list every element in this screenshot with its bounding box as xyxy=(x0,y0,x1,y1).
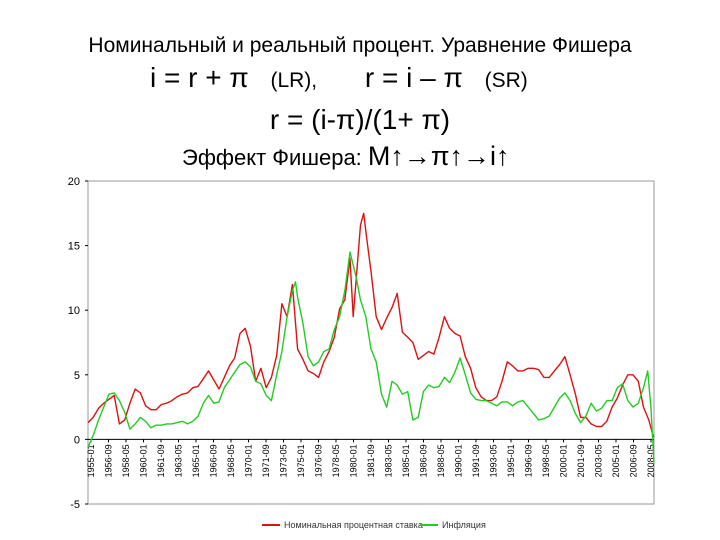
plot-area xyxy=(87,180,655,505)
series-line-inflation xyxy=(87,251,655,463)
formula-sr: r = i – π xyxy=(364,62,463,93)
x-tick-label: 1968-05 xyxy=(226,444,236,477)
formula-lr: i = r + π xyxy=(150,62,249,93)
x-tick-label: 2000-01 xyxy=(559,444,569,477)
x-tick-label: 1981-09 xyxy=(366,444,376,477)
x-tick-label: 1978-05 xyxy=(331,444,341,477)
x-tick-label: 1986-09 xyxy=(419,444,429,477)
x-tick-label: 2001-09 xyxy=(576,444,586,477)
x-tick-label: 1991-09 xyxy=(471,444,481,477)
x-tick-label: 2008-05 xyxy=(646,444,656,477)
x-tick-label: 1993-05 xyxy=(489,444,499,477)
y-tick-label: 20 xyxy=(68,176,80,188)
legend: Номинальная процентная ставка Инфляция xyxy=(262,520,486,530)
fisher-effect-chain: M↑→π↑→i↑ xyxy=(367,141,510,171)
x-tick-label: 1975-01 xyxy=(296,444,306,477)
x-tick-label: 1996-09 xyxy=(524,444,534,477)
series-line-nominal-rate xyxy=(87,212,655,438)
x-tick-label: 1958-05 xyxy=(121,444,131,477)
formula-row-1: i = r + π (LR), r = i – π (SR) xyxy=(150,60,528,99)
y-tick-label: -5 xyxy=(70,499,80,511)
x-tick-label: 1961-09 xyxy=(156,444,166,477)
x-tick-label: 1963-05 xyxy=(174,444,184,477)
sr-label: (SR) xyxy=(484,69,528,92)
x-tick-label: 1990-01 xyxy=(454,444,464,477)
x-tick-label: 1966-09 xyxy=(209,444,219,477)
y-tick-label: 5 xyxy=(74,370,80,382)
slide-title: Номинальный и реальный процент. Уравнени… xyxy=(88,34,632,57)
x-tick-label: 1998-05 xyxy=(541,444,551,477)
formula-real-rate: r = (i-π)/(1+ π) xyxy=(269,104,451,135)
lr-label: (LR), xyxy=(270,69,318,92)
x-tick-label: 1983-05 xyxy=(384,444,394,477)
x-tick-label: 2006-09 xyxy=(629,444,639,477)
x-tick-label: 1995-01 xyxy=(506,444,516,477)
y-tick-label: 15 xyxy=(68,241,80,253)
y-axis: -5 0 5 10 15 20 xyxy=(68,176,88,511)
x-tick-label: 2005-01 xyxy=(611,444,621,477)
y-tick-label: 10 xyxy=(68,305,80,317)
x-tick-label: 1985-01 xyxy=(401,444,411,477)
x-tick-label: 1973-05 xyxy=(279,444,289,477)
x-tick-label: 1971-09 xyxy=(261,444,271,477)
x-tick-label: 1960-01 xyxy=(139,444,149,477)
x-tick-label: 1980-01 xyxy=(349,444,359,477)
x-tick-label: 2003-05 xyxy=(594,444,604,477)
x-axis: 1955-01 1956-09 1958-05 1960-01 1961-09 1963-… xyxy=(86,439,656,477)
fisher-effect: Эффект Фишера: M↑→π↑→i↑ xyxy=(182,140,510,174)
fisher-effect-label: Эффект Фишера: xyxy=(182,145,362,170)
legend-entry: Инфляция xyxy=(442,520,486,530)
x-tick-label: 1970-01 xyxy=(244,444,254,477)
legend-entry: Номинальная процентная ставка xyxy=(284,520,423,530)
y-tick-label: 0 xyxy=(74,434,80,446)
x-tick-label: 1956-09 xyxy=(104,444,114,477)
x-tick-label: 1955-01 xyxy=(86,444,96,477)
x-tick-label: 1976-09 xyxy=(314,444,324,477)
x-tick-label: 1965-01 xyxy=(191,444,201,477)
series-group xyxy=(87,212,655,463)
x-tick-label: 1988-05 xyxy=(436,444,446,477)
